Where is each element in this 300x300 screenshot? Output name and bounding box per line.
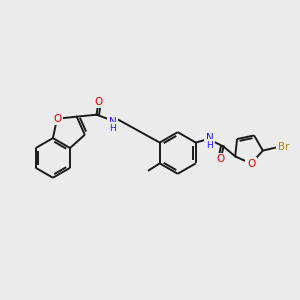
- Text: H: H: [206, 141, 213, 150]
- Text: O: O: [247, 158, 255, 169]
- Text: O: O: [216, 154, 225, 164]
- Text: H: H: [109, 124, 116, 133]
- Text: N: N: [109, 117, 116, 127]
- Text: N: N: [206, 133, 214, 142]
- Text: O: O: [53, 114, 61, 124]
- Text: O: O: [94, 97, 103, 107]
- Text: Br: Br: [278, 142, 290, 152]
